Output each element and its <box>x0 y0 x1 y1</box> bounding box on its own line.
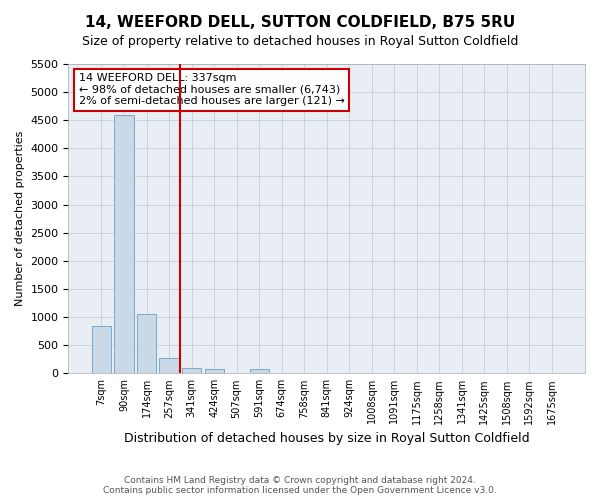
Y-axis label: Number of detached properties: Number of detached properties <box>15 131 25 306</box>
Bar <box>137 314 156 374</box>
Bar <box>250 370 269 374</box>
Bar <box>92 326 111 374</box>
Bar <box>115 114 134 374</box>
Bar <box>160 358 179 374</box>
Bar <box>205 369 224 374</box>
X-axis label: Distribution of detached houses by size in Royal Sutton Coldfield: Distribution of detached houses by size … <box>124 432 530 445</box>
Bar <box>182 368 201 374</box>
Text: 14, WEEFORD DELL, SUTTON COLDFIELD, B75 5RU: 14, WEEFORD DELL, SUTTON COLDFIELD, B75 … <box>85 15 515 30</box>
Text: Contains HM Land Registry data © Crown copyright and database right 2024.
Contai: Contains HM Land Registry data © Crown c… <box>103 476 497 495</box>
Text: 14 WEEFORD DELL: 337sqm
← 98% of detached houses are smaller (6,743)
2% of semi-: 14 WEEFORD DELL: 337sqm ← 98% of detache… <box>79 74 344 106</box>
Text: Size of property relative to detached houses in Royal Sutton Coldfield: Size of property relative to detached ho… <box>82 35 518 48</box>
